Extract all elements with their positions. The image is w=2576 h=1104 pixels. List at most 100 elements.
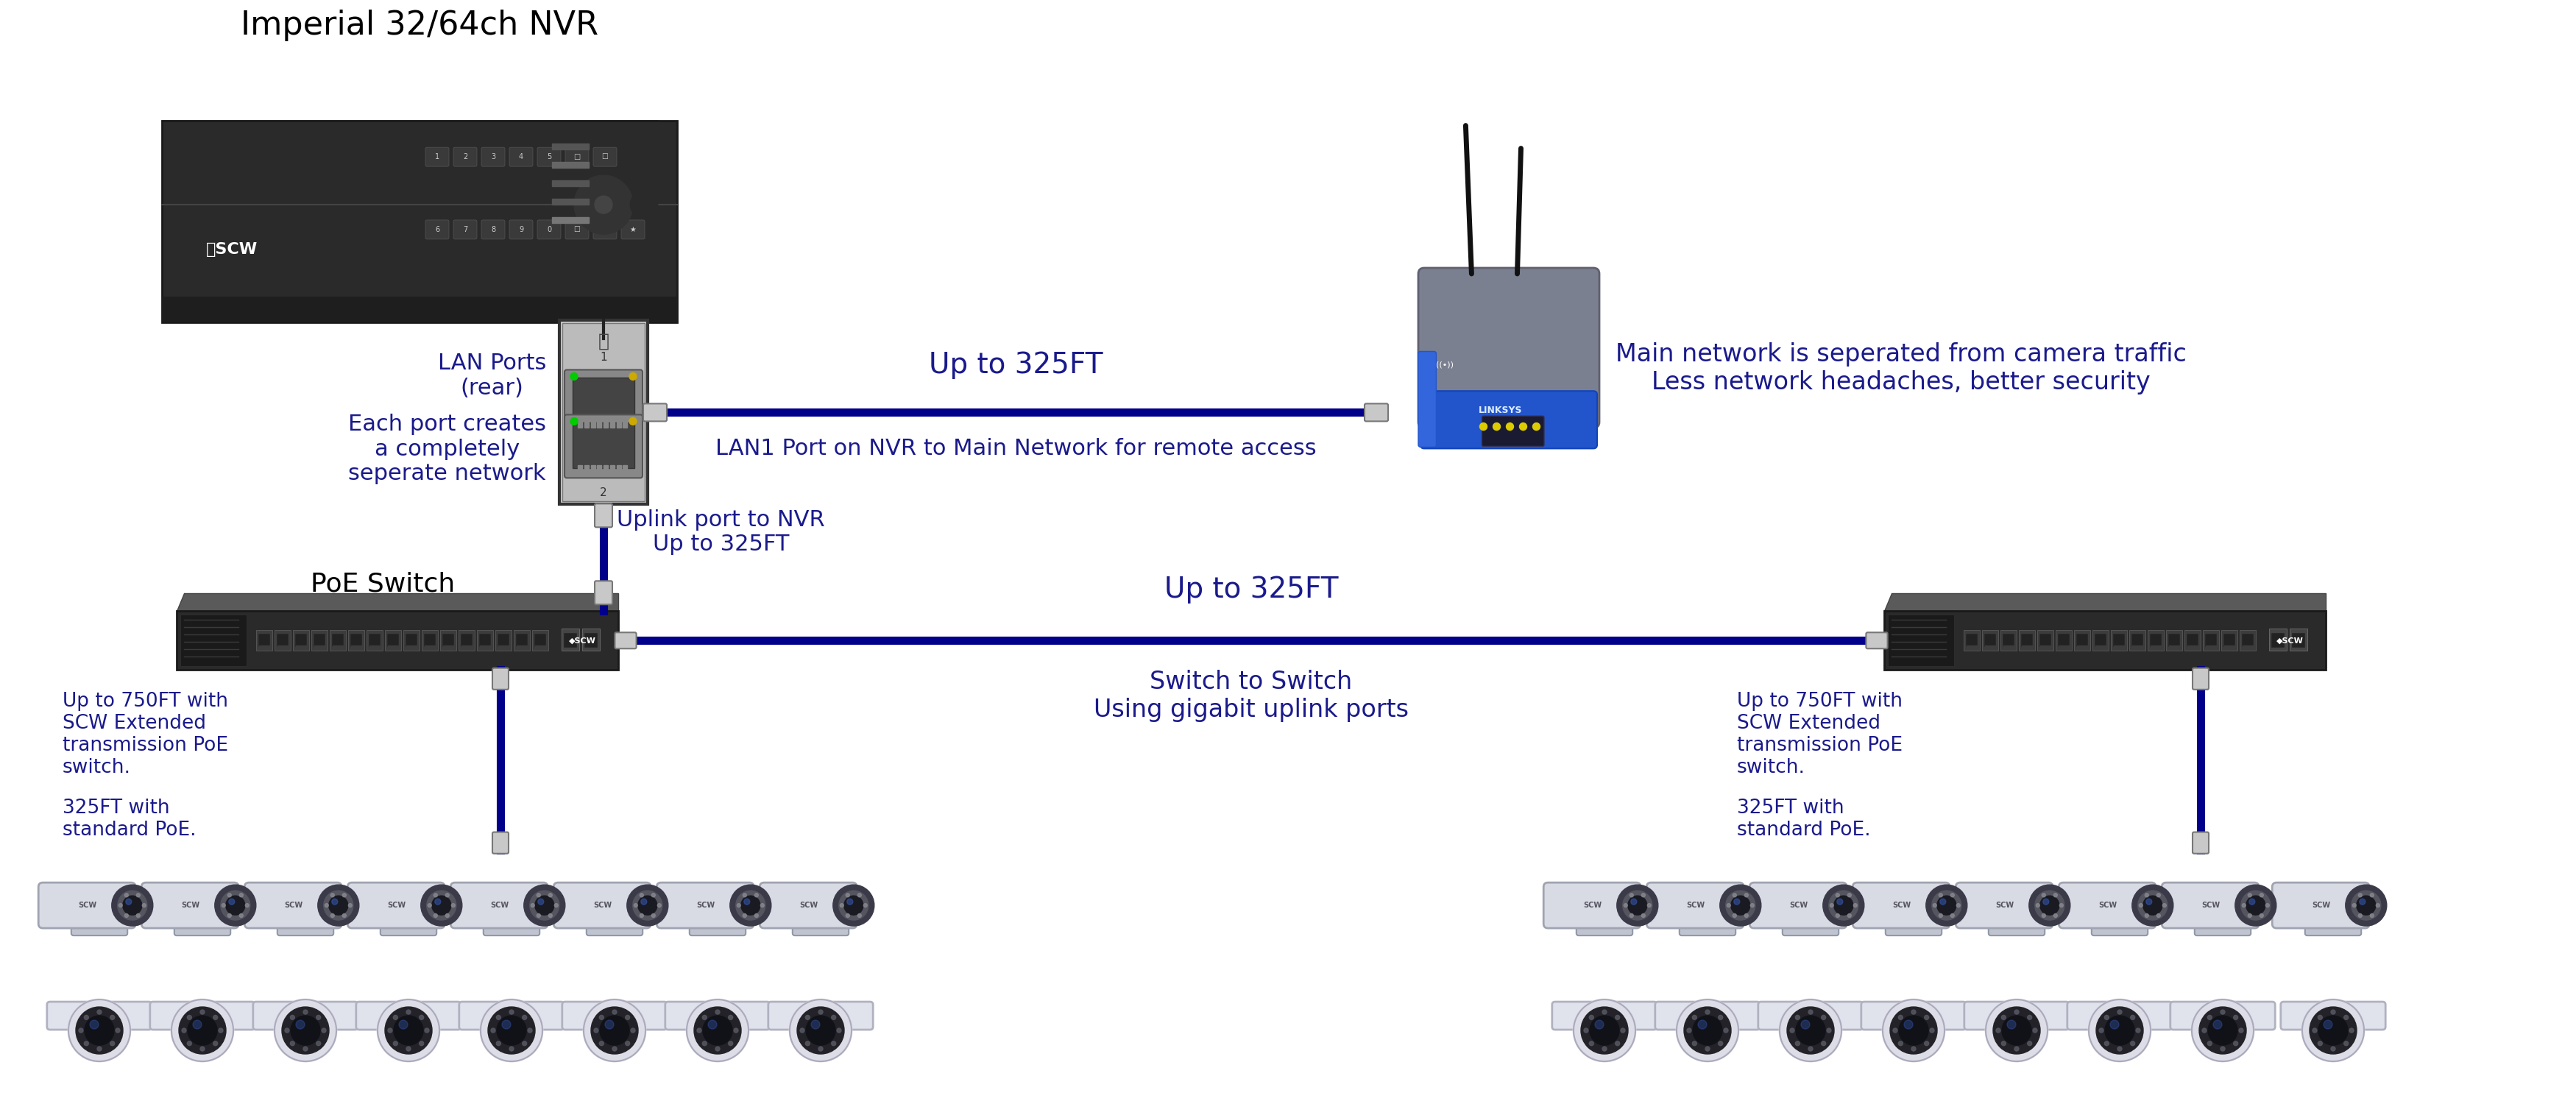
Circle shape (2138, 903, 2143, 907)
Circle shape (1507, 423, 1515, 431)
Circle shape (2246, 895, 2264, 915)
Circle shape (85, 1016, 113, 1045)
Text: 3: 3 (492, 153, 495, 160)
Text: SCW: SCW (799, 902, 819, 909)
Text: 4: 4 (518, 153, 523, 160)
Circle shape (1692, 1041, 1698, 1045)
Circle shape (2110, 1020, 2120, 1029)
Circle shape (222, 891, 250, 920)
FancyBboxPatch shape (564, 415, 641, 478)
Circle shape (1726, 891, 1754, 920)
FancyBboxPatch shape (2130, 630, 2146, 651)
FancyBboxPatch shape (46, 1001, 152, 1030)
Circle shape (1649, 903, 1651, 907)
Circle shape (2200, 1007, 2246, 1054)
FancyBboxPatch shape (1419, 268, 1600, 428)
Circle shape (325, 891, 353, 920)
Polygon shape (1690, 905, 1726, 924)
Circle shape (1721, 884, 1762, 926)
Circle shape (1883, 999, 1945, 1061)
Circle shape (325, 903, 330, 907)
Circle shape (1641, 893, 1646, 898)
Circle shape (626, 1041, 629, 1045)
Circle shape (1893, 1028, 1899, 1032)
Text: SCW: SCW (180, 902, 201, 909)
Text: SCW: SCW (188, 1010, 206, 1018)
Circle shape (819, 1047, 822, 1051)
FancyBboxPatch shape (760, 882, 858, 928)
Text: SCW: SCW (1589, 1010, 1607, 1018)
Circle shape (729, 1016, 732, 1020)
FancyBboxPatch shape (513, 630, 531, 651)
FancyBboxPatch shape (1965, 634, 1978, 647)
Circle shape (286, 1028, 289, 1032)
FancyBboxPatch shape (2239, 630, 2257, 651)
FancyBboxPatch shape (162, 120, 677, 322)
Circle shape (2105, 1041, 2110, 1045)
Circle shape (1692, 1016, 1723, 1045)
Circle shape (1734, 899, 1739, 904)
Circle shape (281, 1007, 330, 1054)
Circle shape (1837, 899, 1842, 904)
Circle shape (291, 1016, 294, 1020)
Bar (603, 421, 608, 428)
FancyBboxPatch shape (255, 630, 273, 651)
Text: SCW: SCW (806, 1010, 824, 1018)
Circle shape (1615, 1041, 1620, 1045)
Circle shape (317, 1041, 319, 1045)
Circle shape (811, 1020, 819, 1029)
FancyBboxPatch shape (2056, 630, 2071, 651)
Circle shape (70, 999, 131, 1061)
Circle shape (1618, 884, 1659, 926)
Circle shape (2267, 903, 2269, 907)
Circle shape (2344, 1041, 2349, 1045)
Circle shape (1752, 903, 1754, 907)
Circle shape (98, 1047, 100, 1051)
Circle shape (742, 895, 760, 915)
FancyBboxPatch shape (425, 147, 448, 167)
Text: F1: F1 (600, 226, 611, 233)
Circle shape (1723, 1028, 1728, 1032)
Circle shape (2130, 1041, 2136, 1045)
Circle shape (631, 191, 657, 217)
FancyBboxPatch shape (2069, 1001, 2172, 1030)
Circle shape (126, 899, 131, 904)
Circle shape (2002, 1041, 2007, 1045)
Circle shape (2146, 893, 2148, 898)
Circle shape (229, 899, 234, 904)
Circle shape (1520, 423, 1528, 431)
Circle shape (2357, 895, 2375, 915)
Text: SCW: SCW (2208, 1010, 2226, 1018)
Circle shape (863, 903, 868, 907)
Circle shape (703, 1016, 706, 1020)
FancyBboxPatch shape (1553, 1001, 1656, 1030)
Circle shape (343, 893, 345, 898)
Circle shape (2249, 899, 2254, 904)
Circle shape (245, 903, 250, 907)
FancyBboxPatch shape (793, 917, 848, 935)
FancyBboxPatch shape (592, 220, 616, 240)
Circle shape (729, 884, 770, 926)
Text: ◆SCW: ◆SCW (2277, 637, 2303, 645)
Bar (590, 466, 595, 473)
Circle shape (832, 884, 873, 926)
Circle shape (1986, 999, 2048, 1061)
Circle shape (1479, 423, 1486, 431)
FancyBboxPatch shape (180, 615, 247, 667)
Circle shape (2117, 1010, 2123, 1015)
Circle shape (1824, 884, 1865, 926)
FancyBboxPatch shape (2241, 634, 2254, 647)
Circle shape (1924, 1041, 1929, 1045)
Polygon shape (1587, 905, 1623, 924)
Circle shape (2105, 1016, 2136, 1045)
Circle shape (435, 899, 440, 904)
Circle shape (716, 1010, 719, 1015)
Circle shape (227, 893, 232, 898)
Circle shape (595, 195, 613, 213)
FancyBboxPatch shape (2151, 634, 2161, 647)
Circle shape (531, 891, 559, 920)
FancyBboxPatch shape (258, 634, 270, 647)
Circle shape (420, 1041, 422, 1045)
Polygon shape (162, 120, 677, 199)
Circle shape (2370, 914, 2375, 917)
